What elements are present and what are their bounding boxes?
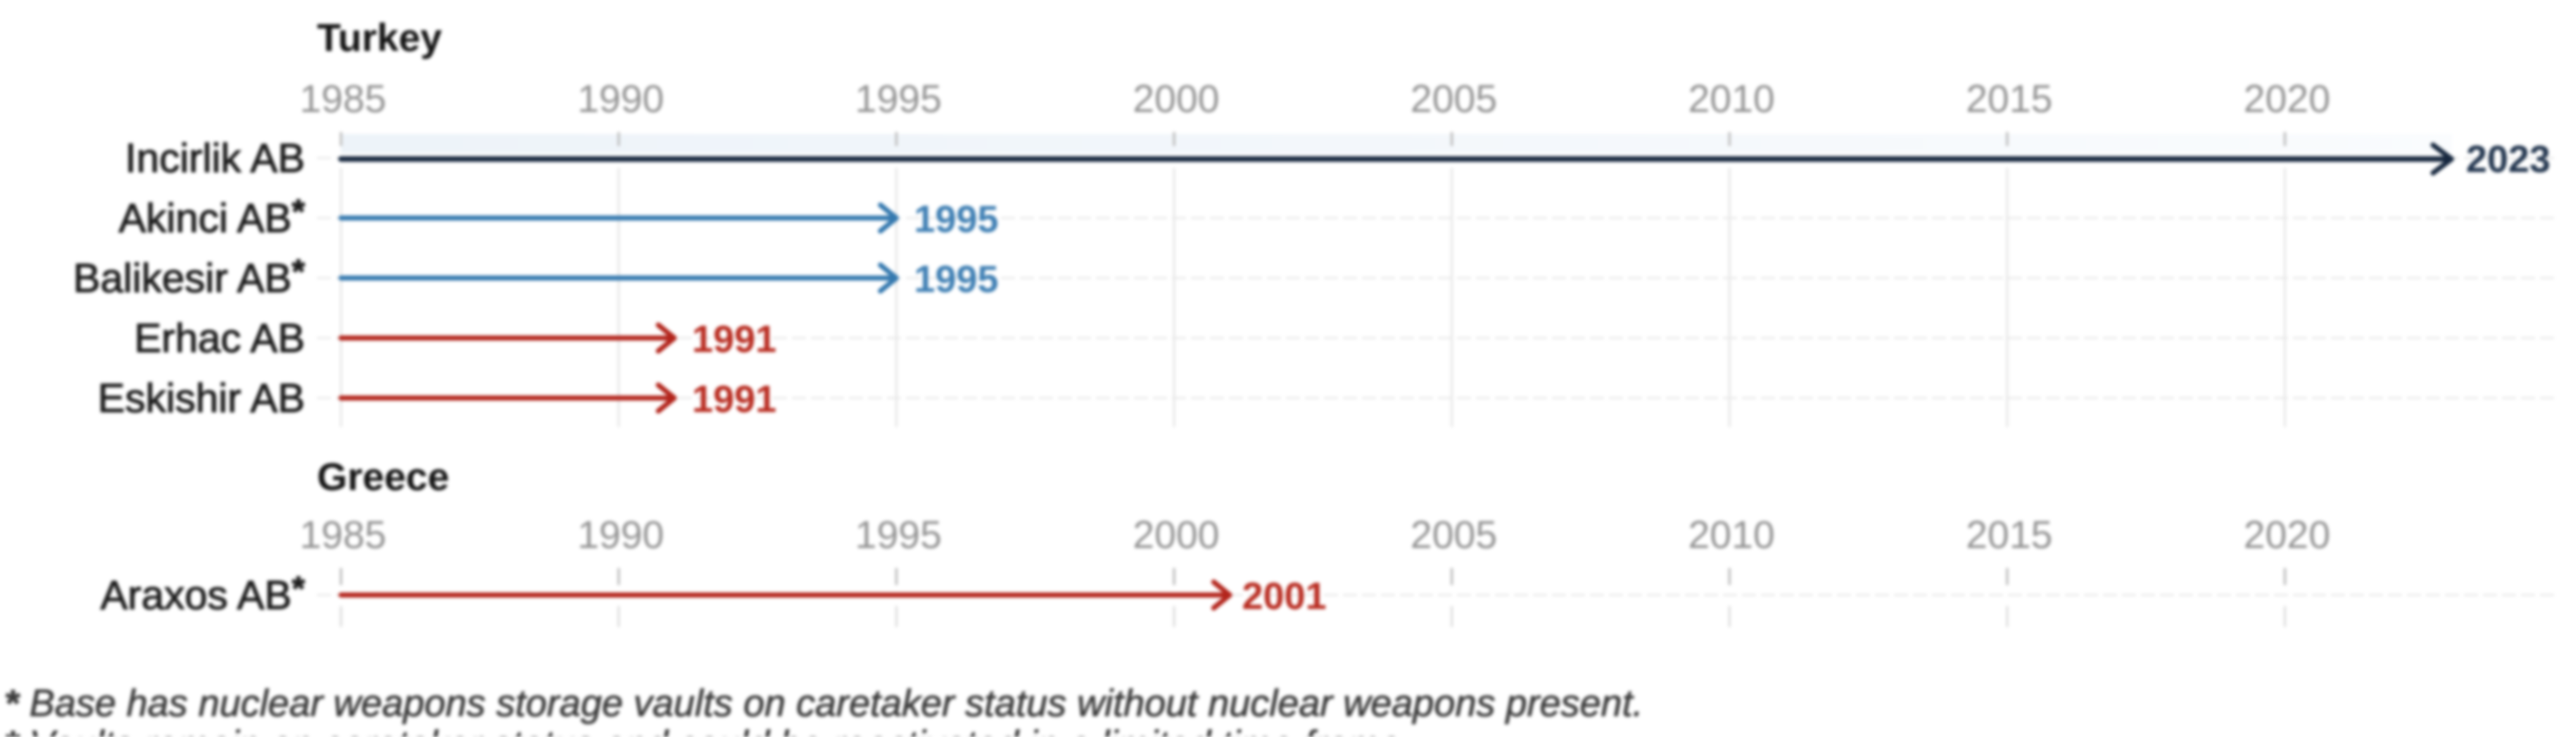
svg-text:1985: 1985 bbox=[300, 514, 387, 557]
svg-text:Balikesir AB*: Balikesir AB* bbox=[73, 253, 306, 301]
svg-text:* Vaults remain on caretaker s: * Vaults remain on caretaker status and … bbox=[4, 724, 1411, 737]
svg-text:1991: 1991 bbox=[692, 319, 777, 361]
svg-text:1985: 1985 bbox=[300, 78, 387, 121]
svg-text:1995: 1995 bbox=[855, 514, 942, 557]
svg-text:1995: 1995 bbox=[855, 78, 942, 121]
svg-text:Erhac AB: Erhac AB bbox=[134, 315, 305, 361]
svg-text:1990: 1990 bbox=[577, 78, 664, 121]
svg-text:Akinci AB*: Akinci AB* bbox=[119, 193, 306, 241]
svg-text:2020: 2020 bbox=[2244, 514, 2331, 557]
svg-text:2000: 2000 bbox=[1133, 78, 1220, 121]
svg-text:1991: 1991 bbox=[692, 379, 777, 421]
svg-text:2001: 2001 bbox=[1242, 576, 1327, 618]
svg-text:1990: 1990 bbox=[577, 514, 664, 557]
svg-text:1995: 1995 bbox=[914, 259, 999, 301]
svg-text:2000: 2000 bbox=[1133, 514, 1220, 557]
svg-text:2023: 2023 bbox=[2466, 139, 2551, 181]
svg-text:2015: 2015 bbox=[1966, 514, 2053, 557]
svg-text:* Base has nuclear weapons sto: * Base has nuclear weapons storage vault… bbox=[4, 683, 1643, 725]
svg-text:Araxos AB*: Araxos AB* bbox=[100, 570, 305, 618]
svg-text:2005: 2005 bbox=[1410, 78, 1497, 121]
svg-text:2005: 2005 bbox=[1410, 514, 1497, 557]
svg-text:Greece: Greece bbox=[317, 456, 449, 499]
svg-text:2020: 2020 bbox=[2244, 78, 2331, 121]
svg-text:Turkey: Turkey bbox=[317, 17, 442, 60]
svg-text:Incirlik AB: Incirlik AB bbox=[125, 135, 305, 181]
svg-text:2015: 2015 bbox=[1966, 78, 2053, 121]
svg-text:1995: 1995 bbox=[914, 199, 999, 241]
svg-text:2010: 2010 bbox=[1688, 78, 1775, 121]
svg-text:2010: 2010 bbox=[1688, 514, 1775, 557]
svg-text:Eskishir AB: Eskishir AB bbox=[98, 375, 305, 421]
